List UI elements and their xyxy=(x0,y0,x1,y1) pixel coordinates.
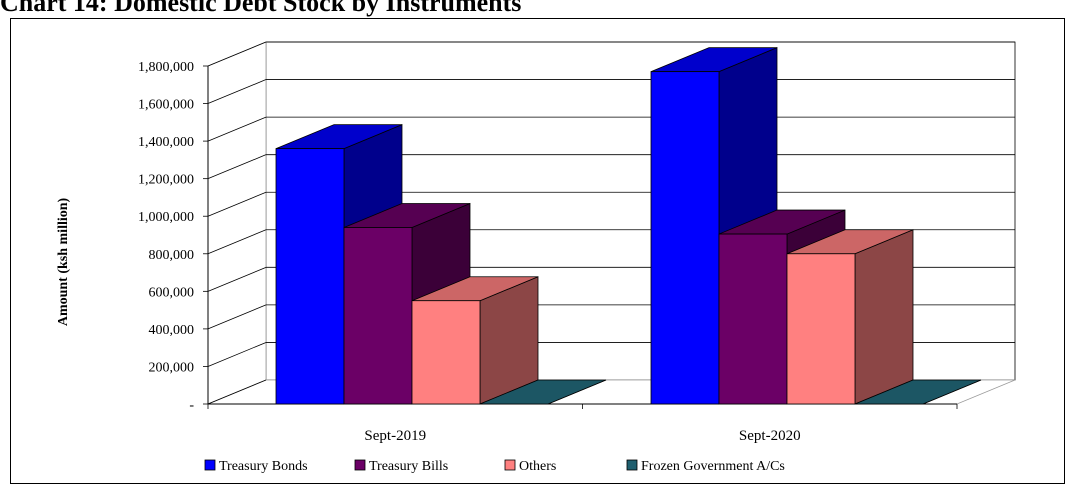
legend-swatch xyxy=(504,459,516,471)
chart-title: Chart 14: Domestic Debt Stock by Instrum… xyxy=(0,0,522,17)
y-tick-label: 800,000 xyxy=(149,248,195,263)
gridline-side xyxy=(207,379,267,405)
gridline-side xyxy=(207,154,267,180)
bar-front xyxy=(275,148,345,405)
bar-front xyxy=(650,71,720,405)
bar-front xyxy=(411,300,481,405)
gridline-side xyxy=(207,41,267,67)
y-axis-label: Amount (ksh million) xyxy=(56,197,71,326)
gridline-side xyxy=(207,266,267,292)
chart-frame xyxy=(10,18,1065,484)
bar-front xyxy=(718,233,788,405)
gridline-side xyxy=(207,342,267,367)
bar-front xyxy=(786,253,856,405)
y-tick-label: 600,000 xyxy=(149,285,195,300)
bar xyxy=(411,276,539,405)
gridline-side xyxy=(207,116,267,142)
y-tick-label: 1,200,000 xyxy=(138,173,194,188)
gridline-side xyxy=(207,79,267,104)
legend-swatch xyxy=(626,459,638,471)
y-tick-label: 200,000 xyxy=(149,360,195,375)
gridline-side xyxy=(207,304,267,330)
gridline-side xyxy=(207,191,267,217)
y-tick-label: 1,600,000 xyxy=(138,98,194,113)
bar-side xyxy=(854,229,914,405)
side-wall xyxy=(207,41,267,405)
bar xyxy=(479,379,607,405)
x-tick-label: Sept-2019 xyxy=(364,428,426,444)
bar-top xyxy=(854,379,982,405)
bar xyxy=(854,379,982,405)
legend-label: Treasury Bills xyxy=(369,459,448,474)
x-tick-label: Sept-2020 xyxy=(739,428,801,444)
legend-swatch xyxy=(204,459,216,471)
bar-top xyxy=(479,379,607,405)
legend-label: Others xyxy=(519,459,556,474)
bar xyxy=(786,229,914,405)
y-tick-label: 1,800,000 xyxy=(138,60,194,75)
gridline-side xyxy=(207,229,267,255)
bar-front xyxy=(343,227,413,405)
y-tick-label: 400,000 xyxy=(149,323,195,338)
legend-label: Treasury Bonds xyxy=(219,459,308,474)
legend-swatch xyxy=(354,459,366,471)
y-tick-label: - xyxy=(189,398,194,413)
y-tick-label: 1,000,000 xyxy=(138,210,194,225)
legend-label: Frozen Government A/Cs xyxy=(641,459,785,474)
y-tick-label: 1,400,000 xyxy=(138,135,194,150)
plot-group: - 200,000 400,000 600,000 800,000 1,000,000 1,… xyxy=(138,41,1016,474)
